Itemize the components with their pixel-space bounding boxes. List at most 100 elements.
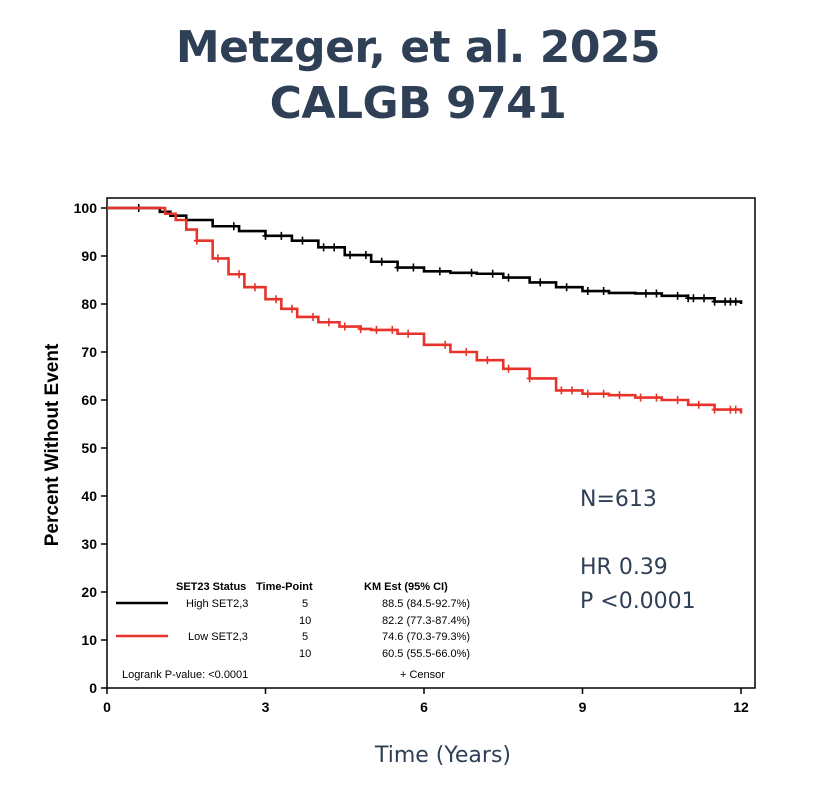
- censor-mark: [558, 386, 565, 395]
- legend-estimate: 74.6 (70.3-79.3%): [382, 631, 470, 643]
- censor-mark: [362, 251, 369, 260]
- censor-mark: [711, 405, 718, 414]
- legend-group-low: Low SET2,3: [188, 631, 248, 643]
- censor-mark: [537, 278, 544, 287]
- censor-mark: [690, 294, 697, 303]
- censor-mark: [325, 318, 332, 327]
- y-tick-label: 70: [81, 344, 97, 360]
- censor-mark: [214, 254, 221, 263]
- censor-mark: [727, 297, 734, 306]
- censor-mark: [389, 325, 396, 334]
- legend-logrank: Logrank P-value: <0.0001: [122, 669, 248, 681]
- censor-mark: [347, 251, 354, 260]
- legend-header-status: SET23 Status: [176, 581, 246, 593]
- censor-mark: [616, 391, 623, 400]
- legend-estimate: 60.5 (55.5-66.0%): [382, 648, 470, 660]
- y-tick-label: 80: [81, 296, 97, 312]
- series-line-high: [107, 206, 743, 304]
- censor-mark: [695, 400, 702, 409]
- hr-annotation: HR 0.39: [580, 555, 668, 580]
- censor-mark: [732, 297, 739, 306]
- legend-timepoint: 10: [299, 648, 311, 660]
- legend-timepoint: 5: [302, 631, 308, 643]
- n-annotation: N=613: [580, 487, 657, 512]
- y-tick-label: 90: [81, 248, 97, 264]
- legend: SET23 Status Time-Point KM Est (95% CI) …: [116, 581, 470, 681]
- censor-mark: [505, 364, 512, 373]
- legend-estimate: 82.2 (77.3-87.4%): [382, 615, 470, 627]
- censor-mark: [505, 273, 512, 282]
- legend-censor-key: + Censor: [400, 669, 445, 681]
- y-tick-label: 100: [74, 200, 98, 216]
- censor-mark: [600, 287, 607, 296]
- x-tick-label: 0: [103, 699, 111, 715]
- censor-mark: [278, 231, 285, 240]
- censor-mark: [653, 289, 660, 298]
- censor-mark: [685, 294, 692, 303]
- censor-mark: [320, 243, 327, 252]
- censor-mark: [193, 236, 200, 245]
- censor-mark: [442, 340, 449, 349]
- y-axis-label: Percent Without Event: [42, 343, 63, 546]
- censor-mark: [653, 393, 660, 402]
- censor-mark: [701, 294, 708, 303]
- censor-mark: [489, 269, 496, 278]
- legend-estimate: 88.5 (84.5-92.7%): [382, 598, 470, 610]
- legend-header-timepoint: Time-Point: [256, 581, 313, 593]
- censor-mark: [727, 405, 734, 414]
- censor-mark: [373, 325, 380, 334]
- censor-mark: [251, 283, 258, 292]
- censor-mark: [711, 297, 718, 306]
- y-tick-label: 20: [81, 584, 97, 600]
- censor-mark: [273, 295, 280, 304]
- legend-group-high: High SET2,3: [186, 598, 248, 610]
- censor-mark: [262, 231, 269, 240]
- censor-mark: [468, 268, 475, 277]
- p-annotation: P <0.0001: [580, 589, 696, 614]
- censor-mark: [568, 386, 575, 395]
- chart-title-line2: CALGB 9741: [269, 78, 567, 129]
- legend-timepoint: 10: [299, 615, 311, 627]
- y-tick-label: 30: [81, 536, 97, 552]
- censor-mark: [563, 283, 570, 292]
- x-axis-label: Time (Years): [374, 743, 511, 768]
- censor-mark: [410, 263, 417, 272]
- censor-mark: [674, 291, 681, 300]
- censor-mark: [584, 389, 591, 398]
- censor-mark: [357, 324, 364, 333]
- x-tick-label: 6: [420, 699, 428, 715]
- censor-mark: [436, 267, 443, 276]
- series-layer: [107, 204, 743, 414]
- censor-mark: [637, 393, 644, 402]
- x-tick-label: 3: [262, 699, 270, 715]
- censor-mark: [674, 396, 681, 404]
- y-tick-label: 60: [81, 392, 97, 408]
- censor-mark: [394, 263, 401, 272]
- censor-mark: [288, 304, 295, 313]
- series-line-low: [107, 206, 743, 414]
- plot-frame: [106, 197, 756, 689]
- censor-mark: [584, 287, 591, 296]
- y-tick-label: 40: [81, 488, 97, 504]
- censor-mark: [526, 374, 533, 383]
- censor-mark: [230, 222, 237, 231]
- censor-mark: [732, 405, 739, 414]
- censor-mark: [463, 348, 470, 356]
- chart-title-line1: Metzger, et al. 2025: [175, 22, 661, 73]
- x-tick-label: 9: [579, 699, 587, 715]
- censor-mark: [341, 322, 348, 331]
- axes: 0 10 20 30 40 50 60 70 80 90 100 0 3 6 9 12: [74, 197, 756, 715]
- y-tick-label: 50: [81, 440, 97, 456]
- censor-mark: [405, 329, 412, 338]
- legend-header-km: KM Est (95% CI): [364, 581, 448, 593]
- legend-timepoint: 5: [302, 598, 308, 610]
- x-tick-label: 12: [733, 699, 749, 715]
- censor-mark: [378, 257, 385, 266]
- censor-mark: [600, 389, 607, 398]
- y-tick-label: 0: [89, 680, 97, 696]
- censor-mark: [484, 356, 491, 365]
- censor-mark: [299, 236, 306, 245]
- censor-mark: [642, 289, 649, 298]
- censor-mark: [722, 297, 729, 306]
